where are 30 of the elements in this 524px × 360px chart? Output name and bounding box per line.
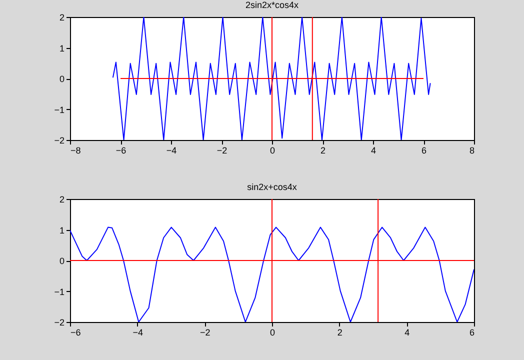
x-tick-label: 4 (370, 146, 376, 156)
chart-title: 2sin2x*cos4x (245, 0, 300, 10)
y-tick-label: −1 (54, 104, 64, 115)
x-tick-label: 6 (469, 328, 474, 338)
y-tick-label: 2 (59, 194, 64, 204)
y-tick-label: 0 (59, 74, 64, 84)
x-tick-label: 0 (270, 146, 276, 156)
y-tick-label: −2 (54, 136, 64, 146)
line-series (112, 17, 431, 140)
y-tick-label: 1 (59, 43, 64, 54)
y-tick-label: −1 (54, 286, 64, 297)
y-tick-label: −2 (54, 318, 64, 328)
x-tick-label: 2 (320, 146, 326, 156)
y-tick-label: 2 (59, 12, 64, 22)
x-tick-label: −6 (70, 328, 81, 338)
x-tick-label: 0 (270, 328, 276, 338)
x-tick-label: −4 (166, 146, 177, 156)
x-tick-label: −2 (216, 146, 228, 156)
y-tick-label: 1 (59, 225, 64, 236)
line-series (70, 226, 474, 322)
y-tick-label: 0 (59, 256, 64, 266)
x-tick-label: −2 (200, 328, 210, 338)
x-tick-label: −8 (70, 146, 81, 156)
x-tick-label: 4 (404, 328, 410, 338)
chart-title: sin2x+cos4x (247, 182, 298, 192)
x-tick-label: −6 (116, 146, 126, 156)
x-tick-label: 8 (469, 146, 474, 156)
x-tick-label: 2 (337, 328, 342, 338)
x-tick-label: −4 (132, 328, 143, 338)
x-tick-label: 6 (421, 146, 427, 156)
